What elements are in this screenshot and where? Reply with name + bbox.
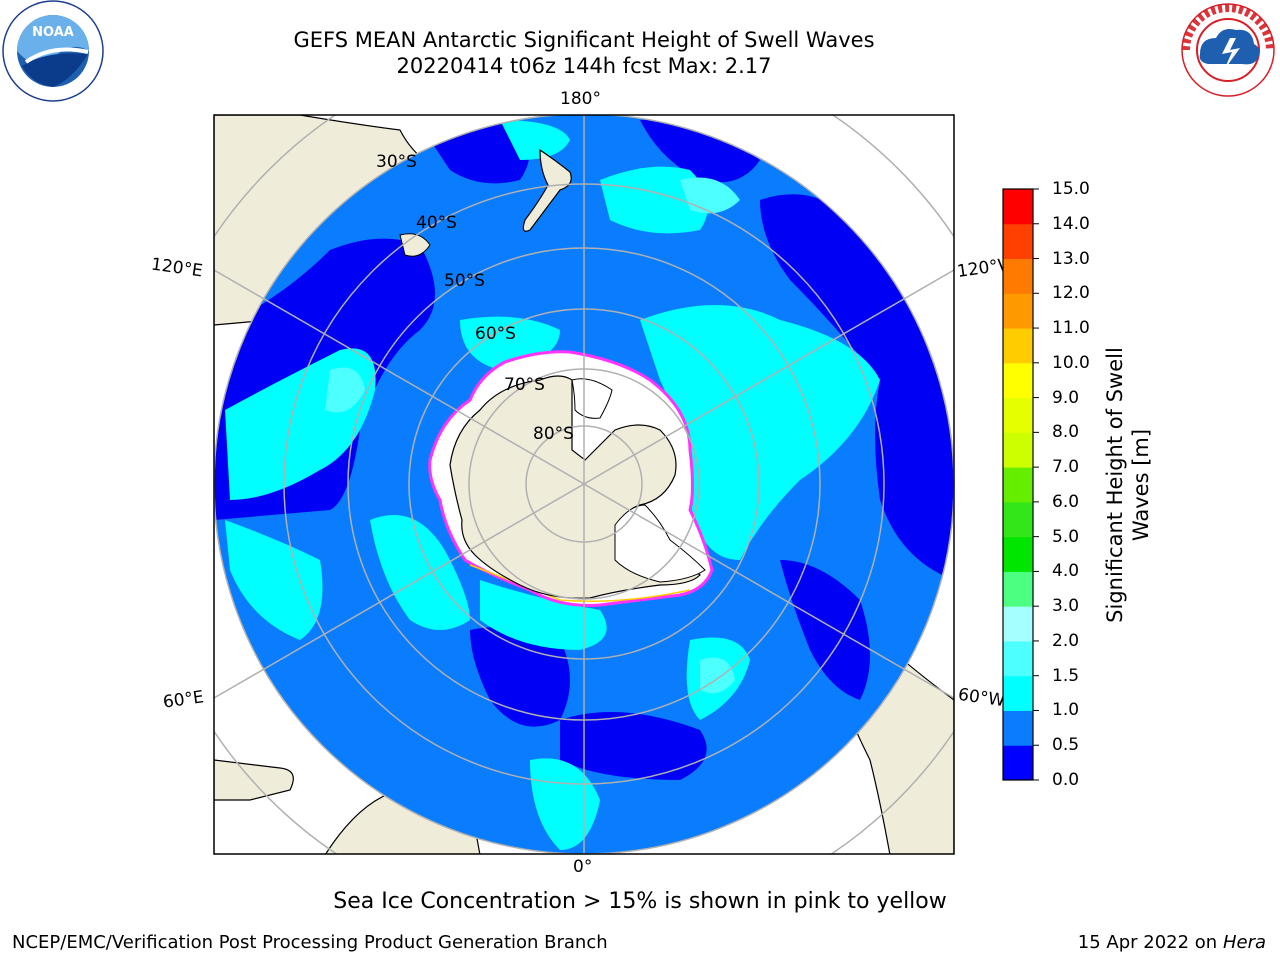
colorbar-cell	[1003, 432, 1033, 468]
chart-title: GEFS MEAN Antarctic Significant Height o…	[293, 28, 875, 52]
colorbar-title-line2: Waves [m]	[1129, 428, 1153, 542]
lat-label-30s: 30°S	[376, 152, 417, 172]
colorbar-tick-label: 1.5	[1052, 665, 1080, 686]
colorbar-tick-label: 15.0	[1052, 179, 1090, 199]
colorbar-cell	[1003, 710, 1033, 746]
colorbar-cell	[1003, 606, 1033, 642]
colorbar-tick-label: 13.0	[1052, 248, 1090, 269]
colorbar-cell	[1003, 571, 1033, 607]
colorbar-cell	[1003, 397, 1033, 433]
colorbar-cell	[1003, 223, 1033, 260]
credit-right: 15 Apr 2022 on Hera	[1078, 932, 1266, 953]
colorbar-tick-label: 12.0	[1052, 283, 1090, 304]
colorbar-title-line1: Significant Height of Swell	[1103, 347, 1127, 623]
colorbar-tick-label: 9.0	[1052, 387, 1080, 408]
colorbar-cell	[1003, 328, 1033, 364]
colorbar-tick-label: 2.0	[1052, 630, 1080, 651]
colorbar-cell	[1003, 293, 1033, 329]
footnote: Sea Ice Concentration > 15% is shown in …	[333, 889, 947, 914]
colorbar-tick-label: 0.0	[1052, 770, 1080, 790]
colorbar-title: Significant Height of Swell Waves [m]	[1102, 315, 1154, 655]
colorbar-tick-label: 0.5	[1052, 735, 1080, 756]
noaa-logo: NOAA	[2, 0, 104, 102]
graticule	[214, 115, 954, 854]
colorbar-cell	[1003, 675, 1033, 711]
colorbar-cell	[1003, 258, 1033, 294]
colorbar-cell	[1003, 745, 1033, 781]
nws-logo	[1180, 2, 1276, 98]
credit-left: NCEP/EMC/Verification Post Processing Pr…	[12, 932, 608, 953]
lat-label-60s: 60°S	[475, 324, 516, 344]
new-zealand	[522, 148, 572, 232]
colorbar-tick-label: 11.0	[1052, 318, 1090, 339]
colorbar-cell	[1003, 189, 1033, 225]
colorbar-cell	[1003, 640, 1033, 677]
colorbar-tick-label: 1.0	[1052, 700, 1080, 721]
colorbar-tick-label: 3.0	[1052, 596, 1080, 617]
chart-subtitle: 20220414 t06z 144h fcst Max: 2.17	[396, 54, 772, 78]
colorbar-tick-label: 5.0	[1052, 526, 1080, 547]
credit-host: Hera	[1222, 932, 1266, 953]
lon-label-top: 180°	[560, 89, 601, 109]
colorbar-tick-label: 4.0	[1052, 561, 1080, 582]
colorbar-tick-label: 6.0	[1052, 491, 1080, 512]
lon-label-bottom: 0°	[573, 857, 593, 877]
lat-label-70s: 70°S	[504, 375, 545, 395]
noaa-logo-text: NOAA	[32, 25, 74, 40]
colorbar-tick-label: 14.0	[1052, 213, 1090, 234]
credit-date: 15 Apr 2022 on	[1077, 932, 1223, 953]
colorbar-cell	[1003, 362, 1033, 399]
colorbar-tick-label: 10.0	[1052, 352, 1090, 373]
lat-label-40s: 40°S	[416, 213, 457, 233]
colorbar-cell	[1003, 501, 1033, 538]
colorbar-tick-label: 7.0	[1052, 457, 1080, 478]
lat-label-80s: 80°S	[533, 424, 574, 444]
lat-label-50s: 50°S	[444, 271, 485, 291]
colorbar-tick-label: 8.0	[1052, 422, 1080, 443]
map-frame-border	[213, 114, 955, 855]
colorbar-cell	[1003, 536, 1033, 572]
colorbar-cell	[1003, 467, 1033, 503]
